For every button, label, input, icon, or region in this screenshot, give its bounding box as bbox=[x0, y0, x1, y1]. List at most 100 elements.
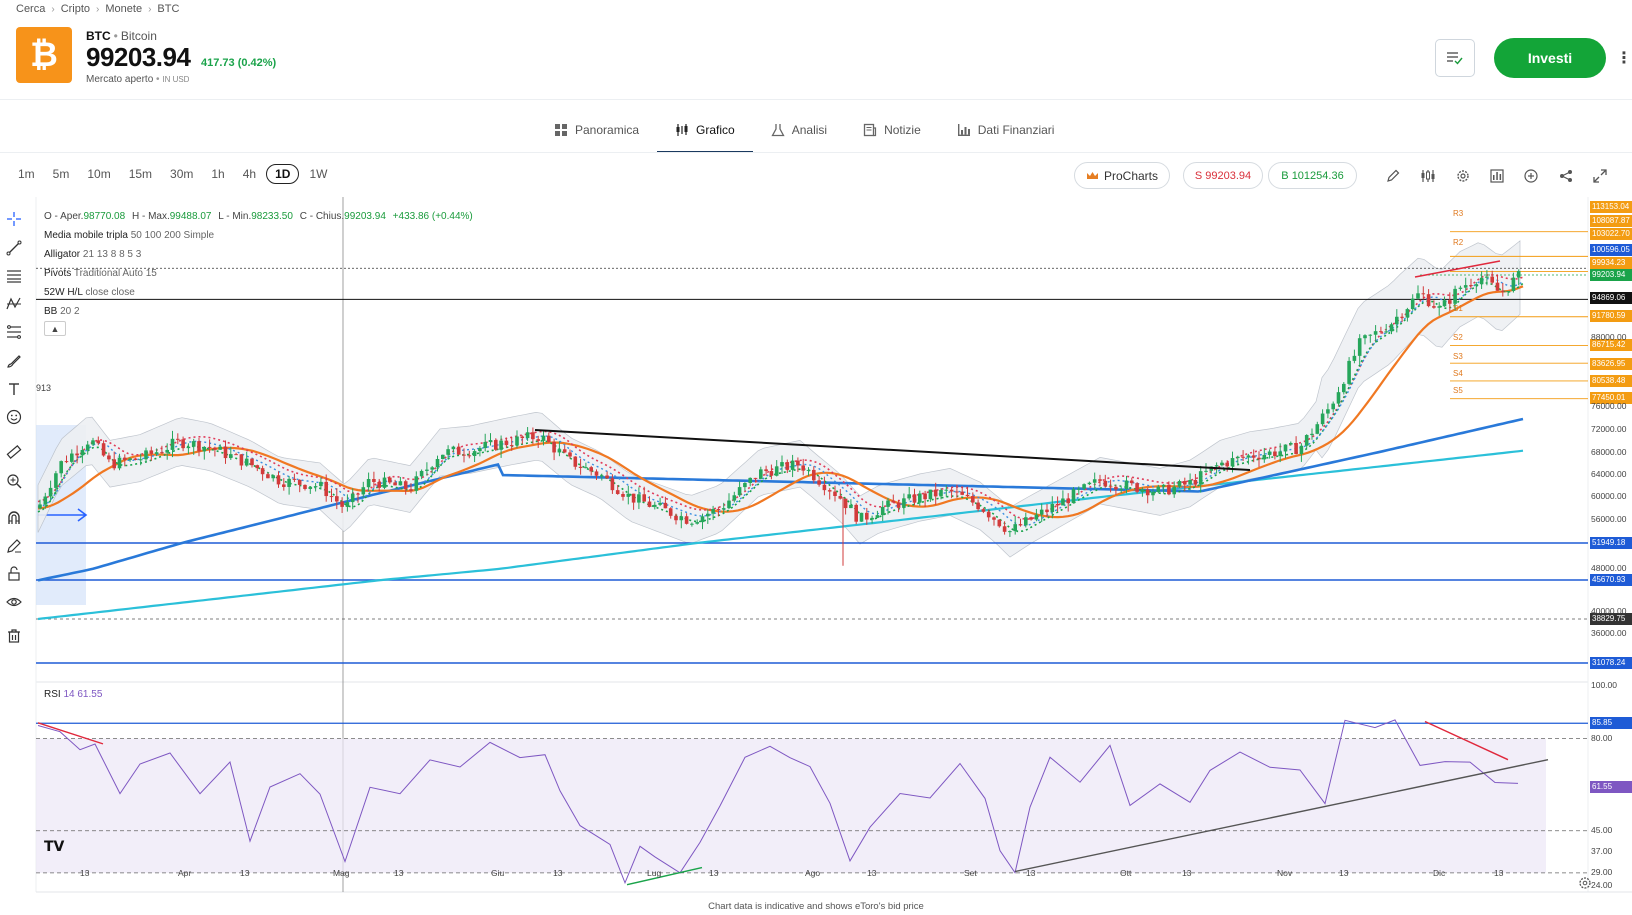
collapse-legend-button[interactable]: ▲ bbox=[44, 321, 66, 336]
candle-body bbox=[176, 438, 180, 440]
watchlist-button[interactable] bbox=[1435, 39, 1475, 77]
magnet-icon[interactable] bbox=[3, 507, 25, 529]
fibonacci-icon[interactable] bbox=[3, 321, 25, 343]
indicator-pivots[interactable]: Pivots Traditional Auto 15 bbox=[44, 268, 157, 279]
bitcoin-logo: ₿ bbox=[16, 27, 72, 83]
crown-icon bbox=[1086, 171, 1098, 179]
text-tool-icon[interactable] bbox=[3, 378, 25, 400]
pencil-icon[interactable] bbox=[1383, 166, 1403, 186]
candle-body bbox=[388, 477, 392, 483]
candle-body bbox=[764, 469, 768, 472]
tab-analysis[interactable]: Analisi bbox=[753, 108, 845, 152]
procharts-button[interactable]: ProCharts bbox=[1074, 162, 1170, 189]
candle-body bbox=[880, 506, 885, 516]
candle-body bbox=[170, 438, 175, 450]
candle-body bbox=[1177, 481, 1182, 487]
breadcrumb-search[interactable]: Cerca bbox=[16, 3, 46, 15]
time-tick: Dic bbox=[1433, 868, 1446, 878]
candle-body bbox=[393, 482, 397, 486]
emoji-icon[interactable] bbox=[3, 406, 25, 428]
indicator-alligator[interactable]: Alligator 21 13 8 8 5 3 bbox=[44, 249, 142, 260]
rsi-legend[interactable]: RSI 14 61.55 bbox=[44, 689, 103, 700]
candle-body bbox=[674, 515, 678, 521]
horizontal-lines-icon[interactable] bbox=[3, 265, 25, 287]
timeframe-1h[interactable]: 1h bbox=[211, 167, 225, 181]
indicator-bb[interactable]: BB 20 2 bbox=[44, 306, 80, 317]
eye-icon[interactable] bbox=[3, 591, 25, 613]
more-vert-icon[interactable]: ⋮ bbox=[1616, 50, 1632, 67]
candle-body bbox=[827, 490, 832, 492]
zoom-in-icon[interactable] bbox=[3, 470, 25, 492]
tab-news[interactable]: Notizie bbox=[845, 108, 939, 152]
candle-body bbox=[1124, 480, 1129, 489]
indicator-52w[interactable]: 52W H/L close close bbox=[44, 287, 135, 298]
add-icon[interactable] bbox=[1521, 166, 1541, 186]
candle-body bbox=[912, 494, 917, 503]
time-tick: Ott bbox=[1120, 868, 1132, 878]
timeframe-30m[interactable]: 30m bbox=[170, 167, 194, 181]
axis-settings-icon[interactable] bbox=[1578, 876, 1592, 890]
candle-body bbox=[1087, 482, 1092, 485]
candle-body bbox=[372, 479, 376, 482]
candle-body bbox=[1002, 526, 1007, 532]
instrument-symbol: BTC • Bitcoin bbox=[86, 29, 157, 43]
fullscreen-icon[interactable] bbox=[1590, 166, 1610, 186]
chevron-right-icon: › bbox=[96, 3, 100, 15]
timeframe-1d[interactable]: 1D bbox=[266, 164, 300, 184]
candle-body bbox=[1384, 331, 1388, 333]
drawing-mode-icon[interactable] bbox=[3, 535, 25, 557]
chart-type-icon[interactable] bbox=[1487, 166, 1507, 186]
candle-body bbox=[154, 452, 159, 454]
candle-body bbox=[207, 446, 212, 448]
breadcrumb-coins[interactable]: Monete bbox=[105, 3, 143, 15]
pattern-icon[interactable] bbox=[3, 293, 25, 315]
time-tick: 13 bbox=[1339, 868, 1349, 878]
indicators-icon[interactable] bbox=[1418, 166, 1438, 186]
indicator-tma[interactable]: Media mobile tripla 50 100 200 Simple bbox=[44, 230, 215, 241]
candle-body bbox=[504, 440, 509, 446]
rsi-trendline bbox=[1014, 758, 1549, 873]
breadcrumb-crypto[interactable]: Cripto bbox=[60, 3, 91, 15]
candle-body bbox=[451, 446, 456, 450]
brush-icon[interactable] bbox=[3, 350, 25, 372]
timeframe-5m[interactable]: 5m bbox=[52, 167, 70, 181]
candle-body bbox=[1114, 486, 1118, 490]
tab-financials[interactable]: Dati Finanziari bbox=[939, 108, 1073, 152]
price-tick: 64000.00 bbox=[1591, 469, 1627, 479]
sell-price-button[interactable]: S 99203.94 bbox=[1183, 162, 1263, 189]
market-status: Mercato aperto • IN USD bbox=[86, 74, 190, 85]
candle-body bbox=[361, 487, 366, 495]
price-label: 31078.24 bbox=[1590, 657, 1632, 669]
candle-body bbox=[955, 491, 959, 493]
candle-body bbox=[1410, 298, 1415, 310]
buy-price-button[interactable]: B 101254.36 bbox=[1268, 162, 1357, 189]
candle-body bbox=[1251, 455, 1256, 458]
timeframe-15m[interactable]: 15m bbox=[128, 167, 153, 181]
timeframe-1m[interactable]: 1m bbox=[18, 167, 35, 181]
candle-body bbox=[960, 491, 964, 495]
candle-body bbox=[817, 480, 821, 485]
timeframe-10m[interactable]: 10m bbox=[87, 167, 111, 181]
invest-button[interactable]: Investi bbox=[1494, 38, 1606, 78]
timeframe-4h[interactable]: 4h bbox=[242, 167, 257, 181]
candle-body bbox=[1458, 287, 1463, 289]
candle-body bbox=[467, 455, 472, 457]
trash-icon[interactable] bbox=[3, 625, 25, 647]
lock-icon[interactable] bbox=[3, 563, 25, 585]
time-tick: Lug bbox=[647, 868, 662, 878]
candle-body bbox=[1389, 324, 1394, 332]
trendline-icon[interactable] bbox=[3, 237, 25, 259]
ruler-icon[interactable] bbox=[3, 441, 25, 463]
candle-body bbox=[1442, 300, 1447, 307]
tab-overview[interactable]: Panoramica bbox=[536, 108, 657, 152]
candle-body bbox=[573, 456, 578, 467]
settings-icon[interactable] bbox=[1453, 166, 1473, 186]
candle-body bbox=[1516, 271, 1521, 278]
candle-body bbox=[271, 475, 275, 479]
timeframe-1w[interactable]: 1W bbox=[309, 167, 328, 181]
candle-body bbox=[1225, 462, 1229, 467]
share-icon[interactable] bbox=[1556, 166, 1576, 186]
crosshair-icon[interactable] bbox=[3, 208, 25, 230]
candle-body bbox=[64, 461, 69, 463]
